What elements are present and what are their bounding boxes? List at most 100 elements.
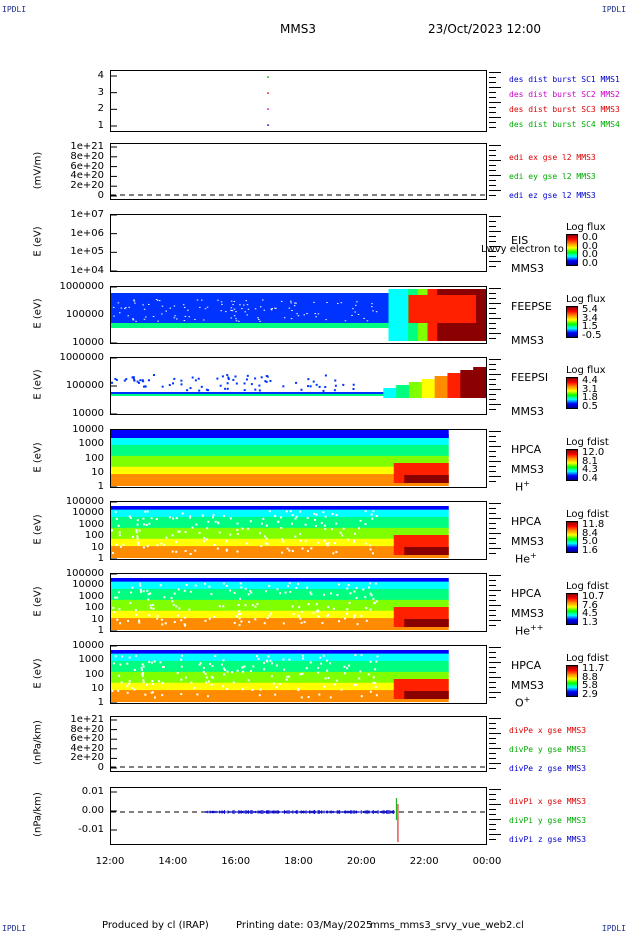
hpca_hepp-gap (327, 606, 330, 609)
hpca_hepp-band (111, 592, 449, 598)
hpca_he-band (111, 524, 449, 529)
hpca_o-right-ticks (489, 647, 501, 702)
hpca_he-gap (131, 535, 134, 538)
hpca_o-colorbar (566, 665, 578, 697)
hpca_hepp-band (111, 610, 449, 616)
hpca_hepp-gap (140, 590, 143, 593)
feepse-ytick: 10000 (72, 337, 104, 348)
hpca_o-gap (223, 673, 226, 676)
hpca_he-label2: MMS3 (511, 535, 544, 548)
hpca_he-gap (194, 549, 197, 552)
hpca_hepp-band (111, 585, 449, 590)
hpca_he-gap (294, 517, 297, 520)
hpca_h-band (111, 466, 449, 472)
hpca_hepp-gap (118, 591, 121, 594)
feepsi-speck (352, 387, 355, 390)
feepsi-right-ticks (489, 359, 501, 414)
hpca_he-gap (181, 512, 184, 515)
feepse-gap (290, 300, 292, 302)
hpca_he-gap (172, 517, 175, 520)
feepsi-speck (352, 383, 355, 386)
panel-divpi (110, 787, 487, 845)
feepsi-speck (243, 389, 246, 392)
hpca_hepp-gap (289, 590, 292, 593)
hpca_he-gap (136, 537, 139, 540)
hpca_o-gap (196, 693, 199, 696)
hpca_hepp-gap (356, 623, 359, 626)
feepse-gap (290, 302, 292, 304)
panel-edi (110, 143, 487, 200)
x-tick-label: 14:00 (158, 856, 188, 867)
eis-colorbar-value: 0.0 (582, 240, 598, 252)
feepse-gap (357, 313, 360, 315)
feepse-gap (182, 304, 185, 306)
hpca_o-gap (119, 663, 122, 666)
x-tick-label: 18:00 (284, 856, 313, 867)
hpca_hepp-band (111, 618, 449, 623)
hpca_he-colorbar-value: 1.6 (582, 544, 598, 556)
hpca_o-gap (376, 655, 379, 658)
hpca_he-gap (165, 536, 168, 539)
panel-feepsi (110, 357, 487, 415)
legend-des-dist-burst-sc1-mms1: des dist burst SC1 MMS1 (509, 75, 620, 84)
hpca_o-band (111, 660, 449, 666)
hpca_o-gap (242, 670, 245, 673)
hpca_he-gap (118, 531, 121, 534)
hpca_o-gap (270, 675, 273, 678)
hpca_o-gap (236, 669, 239, 672)
feepse-gap (241, 308, 243, 310)
hpca_o-gap (354, 654, 357, 657)
feepsi-speck (198, 389, 201, 392)
feepse-gap (127, 315, 129, 317)
burst-mark-sc1 (267, 124, 270, 126)
hpca_he-gap (357, 527, 360, 530)
feepse-gap (235, 311, 237, 313)
hpca_o-gap (126, 662, 129, 665)
legend-des-dist-burst-sc4-mms4: des dist burst SC4 MMS4 (509, 120, 620, 129)
hpca_hepp-gap (163, 596, 166, 599)
hpca_o-gap (317, 666, 320, 669)
hpca_hepp-gap (315, 603, 318, 606)
feepse-gap (157, 320, 159, 322)
feepse-gap (317, 313, 320, 315)
hpca_o-band (111, 671, 449, 677)
hpca_o-gap (158, 680, 161, 683)
feepse-gap (184, 315, 187, 317)
hpca_h-colorbar-title: Log fdist (566, 437, 609, 448)
hpca_o-gap (333, 683, 336, 686)
feepse-gap (337, 302, 339, 304)
hpca_hepp-gap (134, 609, 137, 612)
hpca_he-band (111, 535, 449, 540)
hpca_hepp-gap (348, 602, 351, 605)
feepsi-speck (226, 382, 229, 385)
hpca_he-gap (289, 510, 292, 513)
hpca_he-gap (191, 526, 194, 529)
hpca_o-gap (126, 691, 129, 694)
hpca_o-gap (141, 672, 144, 675)
hpca_o-gap (348, 664, 351, 667)
hpca_h-colorbar-value: 4.3 (582, 464, 598, 475)
hpca_he-gap (195, 523, 198, 526)
hpca_h-band (111, 444, 449, 450)
hpca_he-gap (301, 547, 304, 550)
hpca_he-gap (216, 547, 219, 550)
hpca_o-hot-core (404, 691, 449, 699)
hpca_o-gap (144, 693, 147, 696)
hpca_o-ytick: 10000 (72, 640, 104, 651)
hpca_he-gap (353, 541, 356, 544)
feepsi-speck (269, 379, 272, 382)
feepse-gap (363, 317, 365, 319)
hpca_o-gap (319, 656, 322, 659)
hpca_o-gap (128, 680, 131, 683)
hpca_he-gap (175, 517, 178, 520)
hpca_hepp-gap (180, 619, 183, 622)
feepsi-ytick: 1000000 (59, 352, 104, 363)
hpca_o-gap (206, 695, 209, 698)
hpca_hepp-gap (238, 610, 241, 613)
feepsi-speck (139, 379, 142, 382)
hpca_hepp-gap (365, 619, 368, 622)
hpca_h-ytick: 1000 (78, 438, 104, 450)
feepse-gap (232, 304, 234, 306)
hpca_he-gap (265, 537, 268, 540)
hpca_o-gap (318, 693, 321, 696)
